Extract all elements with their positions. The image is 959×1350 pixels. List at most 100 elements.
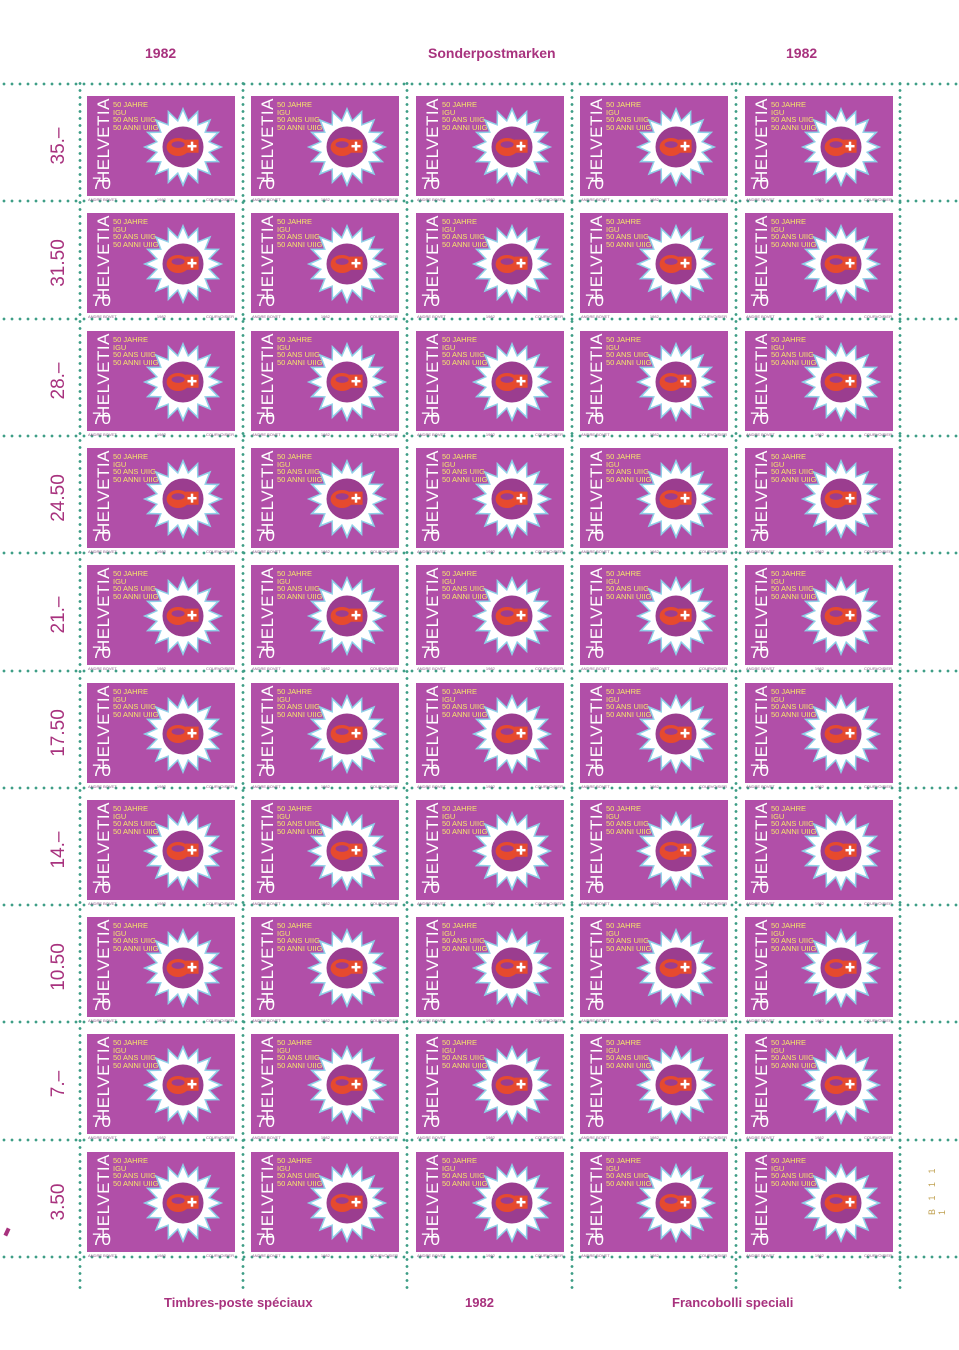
stamp-value: 70 [92,643,111,662]
stamp-legend-line: 50 ANS UIIG [606,819,649,828]
imprint-printer: COURVOISIER [864,314,892,319]
stamp-imprint: ANDRE BOVET 1982 COURVOISIER [746,784,892,789]
imprint-year: 1982 [156,314,166,319]
imprint-designer: ANDRE BOVET [746,432,775,437]
stamp-value: 70 [585,409,604,428]
row-cumulative-value: 14.– [48,831,69,869]
stamp-legend: 50 JAHRE IGU 50 ANS UIIG 50 ANNI UIIG [113,922,163,952]
imprint-printer: COURVOISIER [206,1018,234,1023]
stamp: HELVETIA 50 JAHRE IGU 50 ANS UIIG 50 ANNI U… [87,565,235,665]
stamp-country: HELVETIA [258,919,277,1004]
imprint-printer: COURVOISIER [206,1135,234,1140]
perforation-row [0,1138,959,1142]
stamp-legend: 50 JAHRE IGU 50 ANS UIIG 50 ANNI UIIG [113,570,163,600]
stamp-legend-line: 50 ANNI UIIG [771,1178,817,1188]
gas-flame-sun-icon [142,1162,224,1244]
stamp-legend-line: 50 ANS UIIG [442,1053,485,1062]
stamp-legend-line: 50 ANS UIIG [771,1053,814,1062]
stamp-imprint: ANDRE BOVET 1982 COURVOISIER [252,432,398,437]
imprint-printer: COURVOISIER [206,432,234,437]
stamp-value: 70 [421,643,440,662]
stamp-country: HELVETIA [423,1036,442,1121]
stamp: HELVETIA 50 JAHRE IGU 50 ANS UIIG 50 ANNI U… [416,331,564,431]
stamp-legend-line: 50 ANNI UIIG [113,709,159,719]
imprint-designer: ANDRE BOVET [88,784,117,789]
imprint-designer: ANDRE BOVET [88,1018,117,1023]
stamp-value: 70 [421,761,440,780]
gas-flame-sun-icon [471,927,553,1009]
imprint-year: 1982 [649,549,659,554]
stamp-value: 70 [256,1112,275,1131]
stamp-legend-line: 50 JAHRE IGU [113,1156,149,1173]
stamp: HELVETIA 50 JAHRE IGU 50 ANS UIIG 50 ANNI U… [416,96,564,196]
edge-mark [3,1227,11,1237]
stamp-country: HELVETIA [94,1154,113,1239]
imprint-year: 1982 [485,901,495,906]
stamp-legend: 50 JAHRE IGU 50 ANS UIIG 50 ANNI UIIG [771,101,821,131]
stamp-imprint: ANDRE BOVET 1982 COURVOISIER [88,197,234,202]
stamp-country: HELVETIA [423,685,442,770]
stamp-legend: 50 JAHRE IGU 50 ANS UIIG 50 ANNI UIIG [113,805,163,835]
stamp-legend-line: 50 ANS UIIG [113,115,156,124]
stamp-legend-line: 50 JAHRE IGU [771,569,807,586]
stamp-legend-line: 50 JAHRE IGU [277,1156,313,1173]
stamp-legend-line: 50 ANS UIIG [113,584,156,593]
stamp-legend-line: 50 ANNI UIIG [606,1060,652,1070]
bottom-right-title: Francobolli speciali [672,1295,794,1310]
stamp-value: 70 [92,878,111,897]
imprint-printer: COURVOISIER [206,1253,234,1258]
stamp: HELVETIA 50 JAHRE IGU 50 ANS UIIG 50 ANNI U… [416,448,564,548]
stamp-value: 70 [256,878,275,897]
imprint-designer: ANDRE BOVET [88,901,117,906]
stamp-value: 70 [585,995,604,1014]
stamp-legend: 50 JAHRE IGU 50 ANS UIIG 50 ANNI UIIG [442,1039,492,1069]
imprint-designer: ANDRE BOVET [252,197,281,202]
stamp-legend: 50 JAHRE IGU 50 ANS UIIG 50 ANNI UIIG [277,336,327,366]
stamp: HELVETIA 50 JAHRE IGU 50 ANS UIIG 50 ANNI U… [87,1034,235,1134]
imprint-designer: ANDRE BOVET [417,314,446,319]
stamp-value: 70 [256,409,275,428]
stamp-value: 70 [585,1112,604,1131]
gas-flame-sun-icon [306,810,388,892]
stamp-legend-line: 50 ANNI UIIG [606,591,652,601]
gas-flame-sun-icon [635,1044,717,1126]
imprint-designer: ANDRE BOVET [417,197,446,202]
stamp-value: 70 [92,761,111,780]
gas-flame-sun-icon [635,341,717,423]
stamp-legend-line: 50 ANNI UIIG [606,1178,652,1188]
stamp-legend-line: 50 ANNI UIIG [113,826,159,836]
stamp-legend-line: 50 JAHRE IGU [771,1038,807,1055]
stamp-legend: 50 JAHRE IGU 50 ANS UIIG 50 ANNI UIIG [606,922,656,952]
imprint-printer: COURVOISIER [535,1135,563,1140]
imprint-printer: COURVOISIER [370,1135,398,1140]
stamp-country: HELVETIA [258,1154,277,1239]
imprint-designer: ANDRE BOVET [252,1018,281,1023]
stamp-country: HELVETIA [94,685,113,770]
stamp-country: HELVETIA [423,98,442,183]
stamp: HELVETIA 50 JAHRE IGU 50 ANS UIIG 50 ANNI U… [580,683,728,783]
stamp: HELVETIA 50 JAHRE IGU 50 ANS UIIG 50 ANNI U… [745,448,893,548]
stamp-legend-line: 50 ANS UIIG [771,819,814,828]
stamp-legend-line: 50 ANNI UIIG [606,709,652,719]
imprint-year: 1982 [649,314,659,319]
stamp-imprint: ANDRE BOVET 1982 COURVOISIER [88,1018,234,1023]
stamp-legend-line: 50 JAHRE IGU [113,452,149,469]
top-left-year: 1982 [145,45,177,61]
gas-flame-sun-icon [142,810,224,892]
imprint-designer: ANDRE BOVET [746,549,775,554]
gas-flame-sun-icon [306,1162,388,1244]
gas-flame-sun-icon [471,810,553,892]
stamp-legend-line: 50 ANNI UIIG [442,826,488,836]
stamp-country: HELVETIA [94,98,113,183]
stamp-country: HELVETIA [94,1036,113,1121]
stamp-legend-line: 50 ANNI UIIG [771,826,817,836]
stamp-legend-line: 50 ANS UIIG [277,819,320,828]
stamp: HELVETIA 50 JAHRE IGU 50 ANS UIIG 50 ANNI U… [251,1152,399,1252]
stamp-country: HELVETIA [258,333,277,418]
stamp-imprint: ANDRE BOVET 1982 COURVOISIER [417,432,563,437]
stamp-legend: 50 JAHRE IGU 50 ANS UIIG 50 ANNI UIIG [606,101,656,131]
stamp-legend-line: 50 JAHRE IGU [771,687,807,704]
imprint-designer: ANDRE BOVET [88,666,117,671]
imprint-printer: COURVOISIER [864,1018,892,1023]
stamp: HELVETIA 50 JAHRE IGU 50 ANS UIIG 50 ANNI U… [745,1034,893,1134]
